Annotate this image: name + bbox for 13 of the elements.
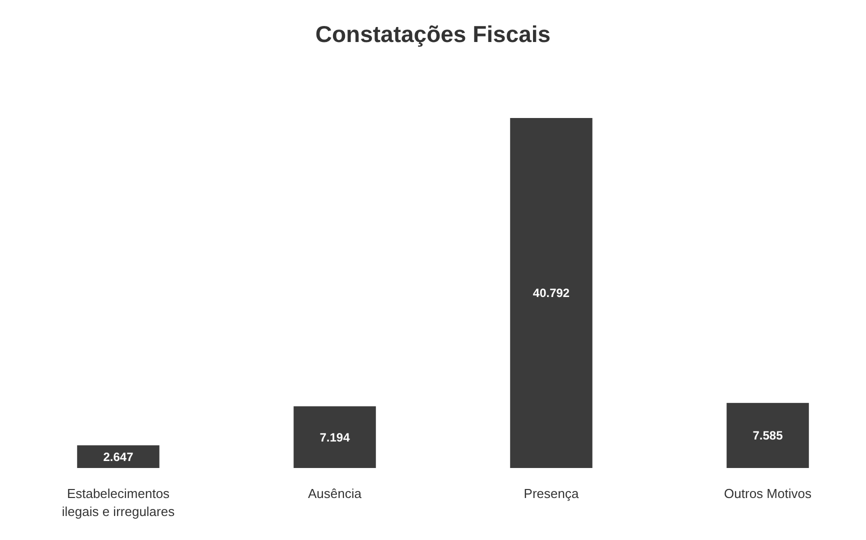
data-label: 7.194 <box>320 430 350 444</box>
x-tick-label: Ausência <box>308 486 362 501</box>
x-tick-label: Presença <box>524 486 580 501</box>
bar <box>294 406 376 468</box>
chart-title: Constatações Fiscais <box>315 21 551 47</box>
data-label: 2.647 <box>103 450 134 464</box>
bar <box>510 118 592 468</box>
data-label: 40.792 <box>532 286 570 300</box>
bar <box>726 402 809 468</box>
data-label: 7.585 <box>752 428 784 443</box>
x-tick-label: Estabelecimentos ilegais e irregulares <box>62 486 176 519</box>
bar <box>77 445 160 468</box>
x-tick-label: Outros Motivos <box>724 486 812 501</box>
